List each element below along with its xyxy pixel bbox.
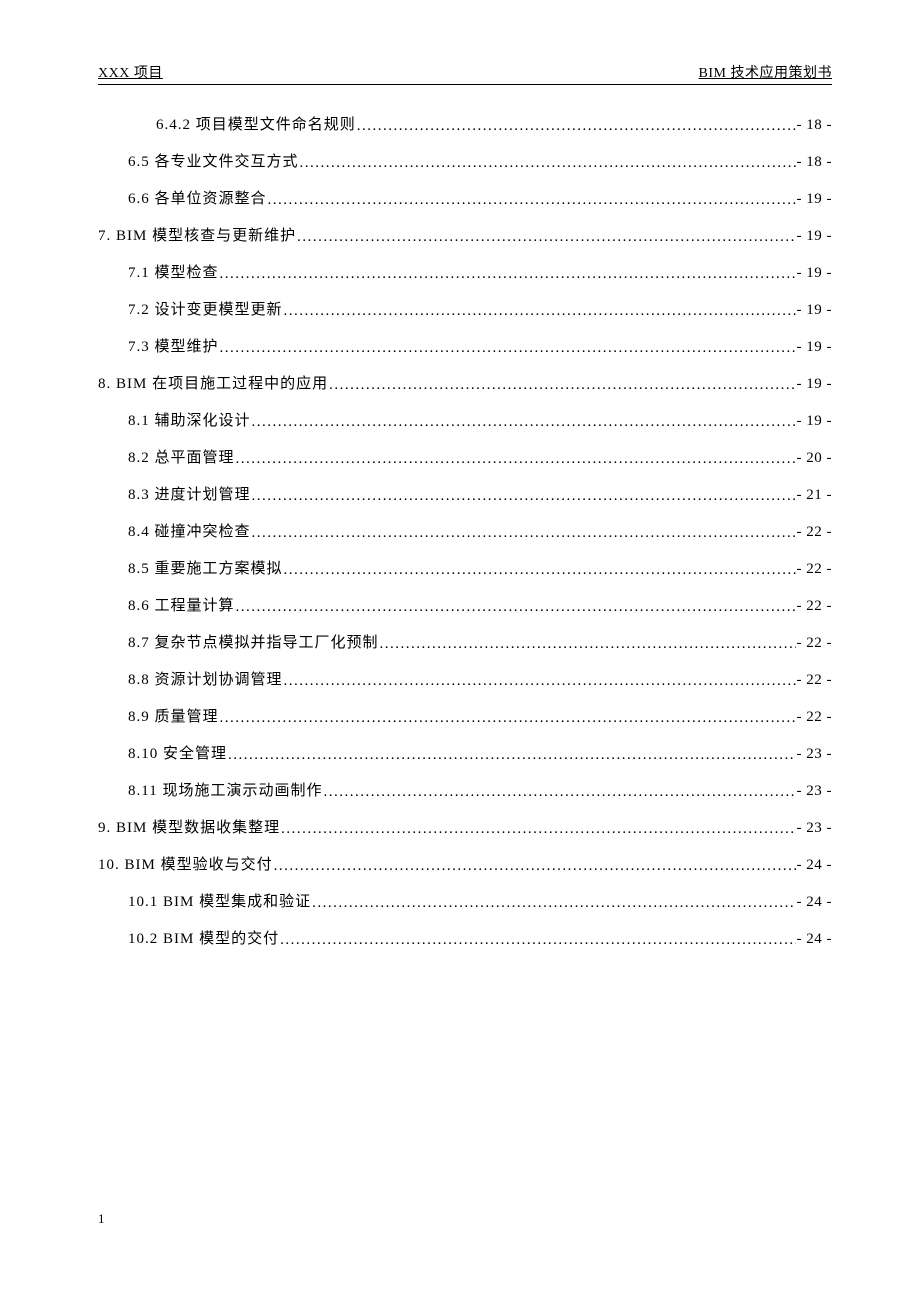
toc-entry-leader: ........................................… bbox=[252, 525, 796, 542]
toc-entry-page: - 24 - bbox=[797, 894, 833, 911]
toc-entry-label: 7. BIM 模型核查与更新维护 bbox=[98, 224, 296, 245]
toc-entry-label: 7.1 模型检查 bbox=[128, 261, 219, 282]
toc-entry-leader: ........................................… bbox=[274, 858, 796, 875]
toc-entry-label: 8.1 辅助深化设计 bbox=[128, 409, 251, 430]
toc-entry: 6.5 各专业文件交互方式 ..........................… bbox=[98, 150, 832, 187]
toc-entry: 7.3 模型维护 ...............................… bbox=[98, 335, 832, 372]
toc-entry-page: - 19 - bbox=[797, 376, 833, 393]
toc-entry-leader: ........................................… bbox=[357, 118, 796, 135]
toc-entry-page: - 22 - bbox=[797, 561, 833, 578]
toc-entry-leader: ........................................… bbox=[284, 303, 796, 320]
toc-entry-page: - 24 - bbox=[797, 857, 833, 874]
toc-entry-leader: ........................................… bbox=[297, 229, 795, 246]
toc-entry-page: - 19 - bbox=[797, 191, 833, 208]
toc-entry: 6.6 各单位资源整合 ............................… bbox=[98, 187, 832, 224]
toc-entry-label: 8.11 现场施工演示动画制作 bbox=[128, 779, 322, 800]
toc-entry: 8. BIM 在项目施工过程中的应用 .....................… bbox=[98, 372, 832, 409]
toc-entry-page: - 19 - bbox=[797, 339, 833, 356]
header-project-name: XXX 项目 bbox=[98, 62, 163, 82]
toc-entry-page: - 19 - bbox=[797, 228, 833, 245]
toc-entry-label: 8. BIM 在项目施工过程中的应用 bbox=[98, 372, 328, 393]
toc-entry-label: 7.3 模型维护 bbox=[128, 335, 219, 356]
toc-entry-leader: ........................................… bbox=[236, 599, 796, 616]
header-document-title: BIM 技术应用策划书 bbox=[699, 62, 832, 82]
toc-entry-leader: ........................................… bbox=[252, 414, 796, 431]
toc-entry-page: - 22 - bbox=[797, 598, 833, 615]
toc-entry-label: 8.2 总平面管理 bbox=[128, 446, 235, 467]
toc-entry-page: - 21 - bbox=[797, 487, 833, 504]
toc-entry: 6.4.2 项目模型文件命名规则 .......................… bbox=[98, 113, 832, 150]
toc-entry-label: 7.2 设计变更模型更新 bbox=[128, 298, 283, 319]
toc-entry-leader: ........................................… bbox=[284, 562, 796, 579]
toc-entry: 8.1 辅助深化设计 .............................… bbox=[98, 409, 832, 446]
toc-entry-leader: ........................................… bbox=[220, 266, 796, 283]
toc-entry-label: 8.7 复杂节点模拟并指导工厂化预制 bbox=[128, 631, 379, 652]
toc-entry-page: - 23 - bbox=[797, 746, 833, 763]
toc-entry: 8.6 工程量计算 ..............................… bbox=[98, 594, 832, 631]
document-page: XXX 项目 BIM 技术应用策划书 6.4.2 项目模型文件命名规则 ....… bbox=[0, 0, 920, 964]
toc-entry: 8.7 复杂节点模拟并指导工厂化预制 .....................… bbox=[98, 631, 832, 668]
toc-entry: 8.2 总平面管理 ..............................… bbox=[98, 446, 832, 483]
toc-entry-leader: ........................................… bbox=[236, 451, 796, 468]
toc-entry-leader: ........................................… bbox=[329, 377, 795, 394]
toc-entry: 9. BIM 模型数据收集整理 ........................… bbox=[98, 816, 832, 853]
toc-entry-label: 10. BIM 模型验收与交付 bbox=[98, 853, 273, 874]
toc-entry-label: 10.2 BIM 模型的交付 bbox=[128, 927, 279, 948]
toc-entry: 8.3 进度计划管理 .............................… bbox=[98, 483, 832, 520]
toc-entry-leader: ........................................… bbox=[220, 710, 796, 727]
toc-entry: 7.1 模型检查 ...............................… bbox=[98, 261, 832, 298]
toc-entry-page: - 22 - bbox=[797, 709, 833, 726]
toc-entry-leader: ........................................… bbox=[220, 340, 796, 357]
toc-entry-leader: ........................................… bbox=[252, 488, 796, 505]
toc-entry-page: - 20 - bbox=[797, 450, 833, 467]
toc-entry: 8.9 质量管理 ...............................… bbox=[98, 705, 832, 742]
toc-entry: 10.2 BIM 模型的交付 .........................… bbox=[98, 927, 832, 964]
toc-entry-label: 8.6 工程量计算 bbox=[128, 594, 235, 615]
toc-entry-label: 6.5 各专业文件交互方式 bbox=[128, 150, 299, 171]
toc-entry-leader: ........................................… bbox=[380, 636, 796, 653]
toc-entry-leader: ........................................… bbox=[268, 192, 796, 209]
toc-entry-leader: ........................................… bbox=[323, 784, 795, 801]
toc-entry-page: - 22 - bbox=[797, 672, 833, 689]
toc-entry-label: 6.6 各单位资源整合 bbox=[128, 187, 267, 208]
toc-entry-leader: ........................................… bbox=[281, 821, 795, 838]
toc-entry-label: 8.4 碰撞冲突检查 bbox=[128, 520, 251, 541]
page-footer: 1 bbox=[98, 1211, 105, 1227]
toc-entry: 8.4 碰撞冲突检查 .............................… bbox=[98, 520, 832, 557]
toc-entry-page: - 23 - bbox=[797, 783, 833, 800]
toc-entry-leader: ........................................… bbox=[284, 673, 796, 690]
toc-entry-page: - 18 - bbox=[797, 117, 833, 134]
toc-entry-page: - 23 - bbox=[797, 820, 833, 837]
table-of-contents: 6.4.2 项目模型文件命名规则 .......................… bbox=[98, 113, 832, 964]
page-header: XXX 项目 BIM 技术应用策划书 bbox=[98, 62, 832, 85]
toc-entry-label: 8.5 重要施工方案模拟 bbox=[128, 557, 283, 578]
toc-entry-label: 10.1 BIM 模型集成和验证 bbox=[128, 890, 311, 911]
toc-entry-leader: ........................................… bbox=[300, 155, 796, 172]
toc-entry-page: - 19 - bbox=[797, 302, 833, 319]
toc-entry-leader: ........................................… bbox=[228, 747, 795, 764]
toc-entry: 7.2 设计变更模型更新 ...........................… bbox=[98, 298, 832, 335]
toc-entry-label: 8.9 质量管理 bbox=[128, 705, 219, 726]
toc-entry: 8.8 资源计划协调管理 ...........................… bbox=[98, 668, 832, 705]
toc-entry-leader: ........................................… bbox=[312, 895, 795, 912]
toc-entry-label: 8.10 安全管理 bbox=[128, 742, 227, 763]
toc-entry-page: - 19 - bbox=[797, 265, 833, 282]
toc-entry: 7. BIM 模型核查与更新维护 .......................… bbox=[98, 224, 832, 261]
toc-entry-page: - 19 - bbox=[797, 413, 833, 430]
toc-entry-leader: ........................................… bbox=[280, 932, 795, 949]
toc-entry-page: - 24 - bbox=[797, 931, 833, 948]
toc-entry: 8.10 安全管理 ..............................… bbox=[98, 742, 832, 779]
toc-entry: 10.1 BIM 模型集成和验证 .......................… bbox=[98, 890, 832, 927]
toc-entry: 10. BIM 模型验收与交付 ........................… bbox=[98, 853, 832, 890]
toc-entry-page: - 18 - bbox=[797, 154, 833, 171]
toc-entry-page: - 22 - bbox=[797, 524, 833, 541]
toc-entry-label: 8.3 进度计划管理 bbox=[128, 483, 251, 504]
page-number: 1 bbox=[98, 1211, 105, 1226]
toc-entry-label: 6.4.2 项目模型文件命名规则 bbox=[156, 113, 356, 134]
toc-entry-label: 8.8 资源计划协调管理 bbox=[128, 668, 283, 689]
toc-entry: 8.5 重要施工方案模拟 ...........................… bbox=[98, 557, 832, 594]
toc-entry-page: - 22 - bbox=[797, 635, 833, 652]
toc-entry-label: 9. BIM 模型数据收集整理 bbox=[98, 816, 280, 837]
toc-entry: 8.11 现场施工演示动画制作 ........................… bbox=[98, 779, 832, 816]
